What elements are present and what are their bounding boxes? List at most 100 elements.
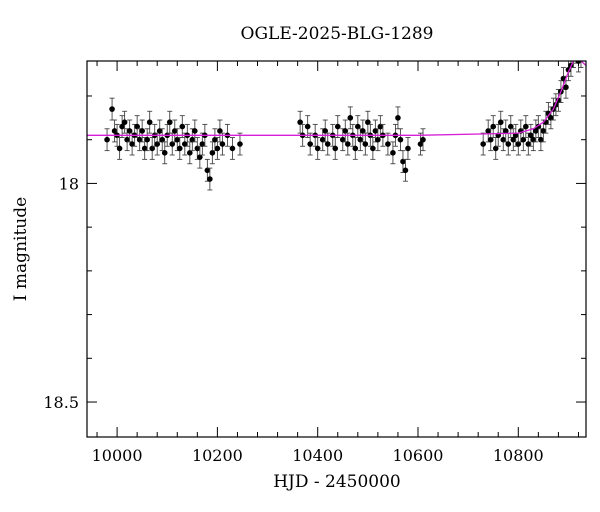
point-marker xyxy=(512,132,519,139)
point-marker xyxy=(104,136,110,143)
data-point xyxy=(307,132,313,156)
data-point xyxy=(502,119,509,143)
point-marker xyxy=(176,145,183,152)
x-tick-label: 10600 xyxy=(393,446,444,465)
point-marker xyxy=(538,136,544,143)
data-point xyxy=(224,123,231,147)
point-marker xyxy=(344,141,351,147)
point-marker xyxy=(385,141,391,147)
plot-frame xyxy=(86,60,587,438)
point-marker xyxy=(181,141,188,147)
plot-area xyxy=(87,54,586,191)
point-marker xyxy=(525,141,532,147)
data-point xyxy=(199,132,206,156)
data-point xyxy=(204,158,211,182)
point-marker xyxy=(365,119,371,126)
data-point xyxy=(219,132,226,156)
data-point xyxy=(229,137,236,160)
point-marker xyxy=(139,128,145,134)
data-point xyxy=(104,128,110,152)
data-point xyxy=(179,115,186,138)
data-point xyxy=(166,110,173,134)
data-point xyxy=(352,137,359,160)
data-point xyxy=(217,119,223,143)
data-point xyxy=(365,110,371,134)
point-marker xyxy=(533,128,539,134)
data-point xyxy=(144,128,150,152)
point-marker xyxy=(297,119,303,126)
point-marker xyxy=(402,167,409,174)
data-point xyxy=(480,132,486,156)
point-marker xyxy=(347,115,354,121)
point-marker xyxy=(420,136,426,143)
point-marker xyxy=(174,136,181,143)
data-point xyxy=(314,137,321,160)
point-marker xyxy=(197,154,203,160)
point-marker xyxy=(507,123,514,130)
point-marker xyxy=(314,145,321,152)
point-marker xyxy=(480,141,486,147)
chart-title: OGLE-2025-BLG-1289 xyxy=(241,24,434,44)
point-marker xyxy=(124,136,130,143)
point-marker xyxy=(144,136,150,143)
point-marker xyxy=(520,136,527,143)
point-marker xyxy=(212,136,218,143)
point-marker xyxy=(219,141,226,147)
data-point xyxy=(573,61,579,64)
point-marker xyxy=(169,141,176,147)
point-marker xyxy=(339,136,346,143)
point-marker xyxy=(204,167,211,174)
data-point xyxy=(192,119,198,143)
data-point xyxy=(390,141,396,165)
point-marker xyxy=(497,119,504,126)
data-point xyxy=(362,132,369,156)
model-curve xyxy=(87,61,586,136)
data-point xyxy=(570,54,577,69)
x-tick-label: 10000 xyxy=(92,446,143,465)
point-marker xyxy=(209,150,216,156)
point-marker xyxy=(578,54,584,60)
data-point xyxy=(370,137,376,160)
data-point xyxy=(497,110,504,134)
data-point xyxy=(109,97,115,121)
point-marker xyxy=(502,128,509,134)
point-marker xyxy=(217,128,223,134)
data-point xyxy=(347,106,354,130)
y-axis-label: I magnitude xyxy=(11,197,31,301)
point-marker xyxy=(563,84,569,91)
data-point xyxy=(420,128,426,152)
point-marker xyxy=(324,141,331,147)
point-marker xyxy=(189,136,196,143)
point-marker xyxy=(319,136,326,143)
point-marker xyxy=(307,141,313,147)
data-point xyxy=(319,128,326,152)
point-marker xyxy=(515,141,522,147)
point-marker xyxy=(571,54,577,60)
point-marker xyxy=(485,128,492,134)
data-point xyxy=(209,141,216,165)
data-point xyxy=(344,132,351,156)
point-marker xyxy=(214,145,221,152)
data-point xyxy=(385,132,391,156)
data-point xyxy=(395,106,401,130)
point-marker xyxy=(487,136,494,143)
point-marker xyxy=(146,119,153,126)
data-point xyxy=(528,123,534,147)
point-marker xyxy=(334,123,341,130)
data-point xyxy=(523,115,529,138)
point-marker xyxy=(134,123,140,130)
point-marker xyxy=(116,145,123,152)
point-marker xyxy=(395,115,401,121)
data-point xyxy=(159,128,166,152)
data-point xyxy=(355,115,361,138)
point-marker xyxy=(355,123,361,130)
axis-ticks: 100001020010400106001080017.51818.5 xyxy=(43,61,586,465)
data-point xyxy=(324,132,331,156)
data-point xyxy=(146,110,153,134)
x-tick-label: 10400 xyxy=(292,446,343,465)
point-marker xyxy=(156,128,163,134)
point-marker xyxy=(362,141,369,147)
data-point xyxy=(161,141,168,165)
point-marker xyxy=(405,145,411,152)
